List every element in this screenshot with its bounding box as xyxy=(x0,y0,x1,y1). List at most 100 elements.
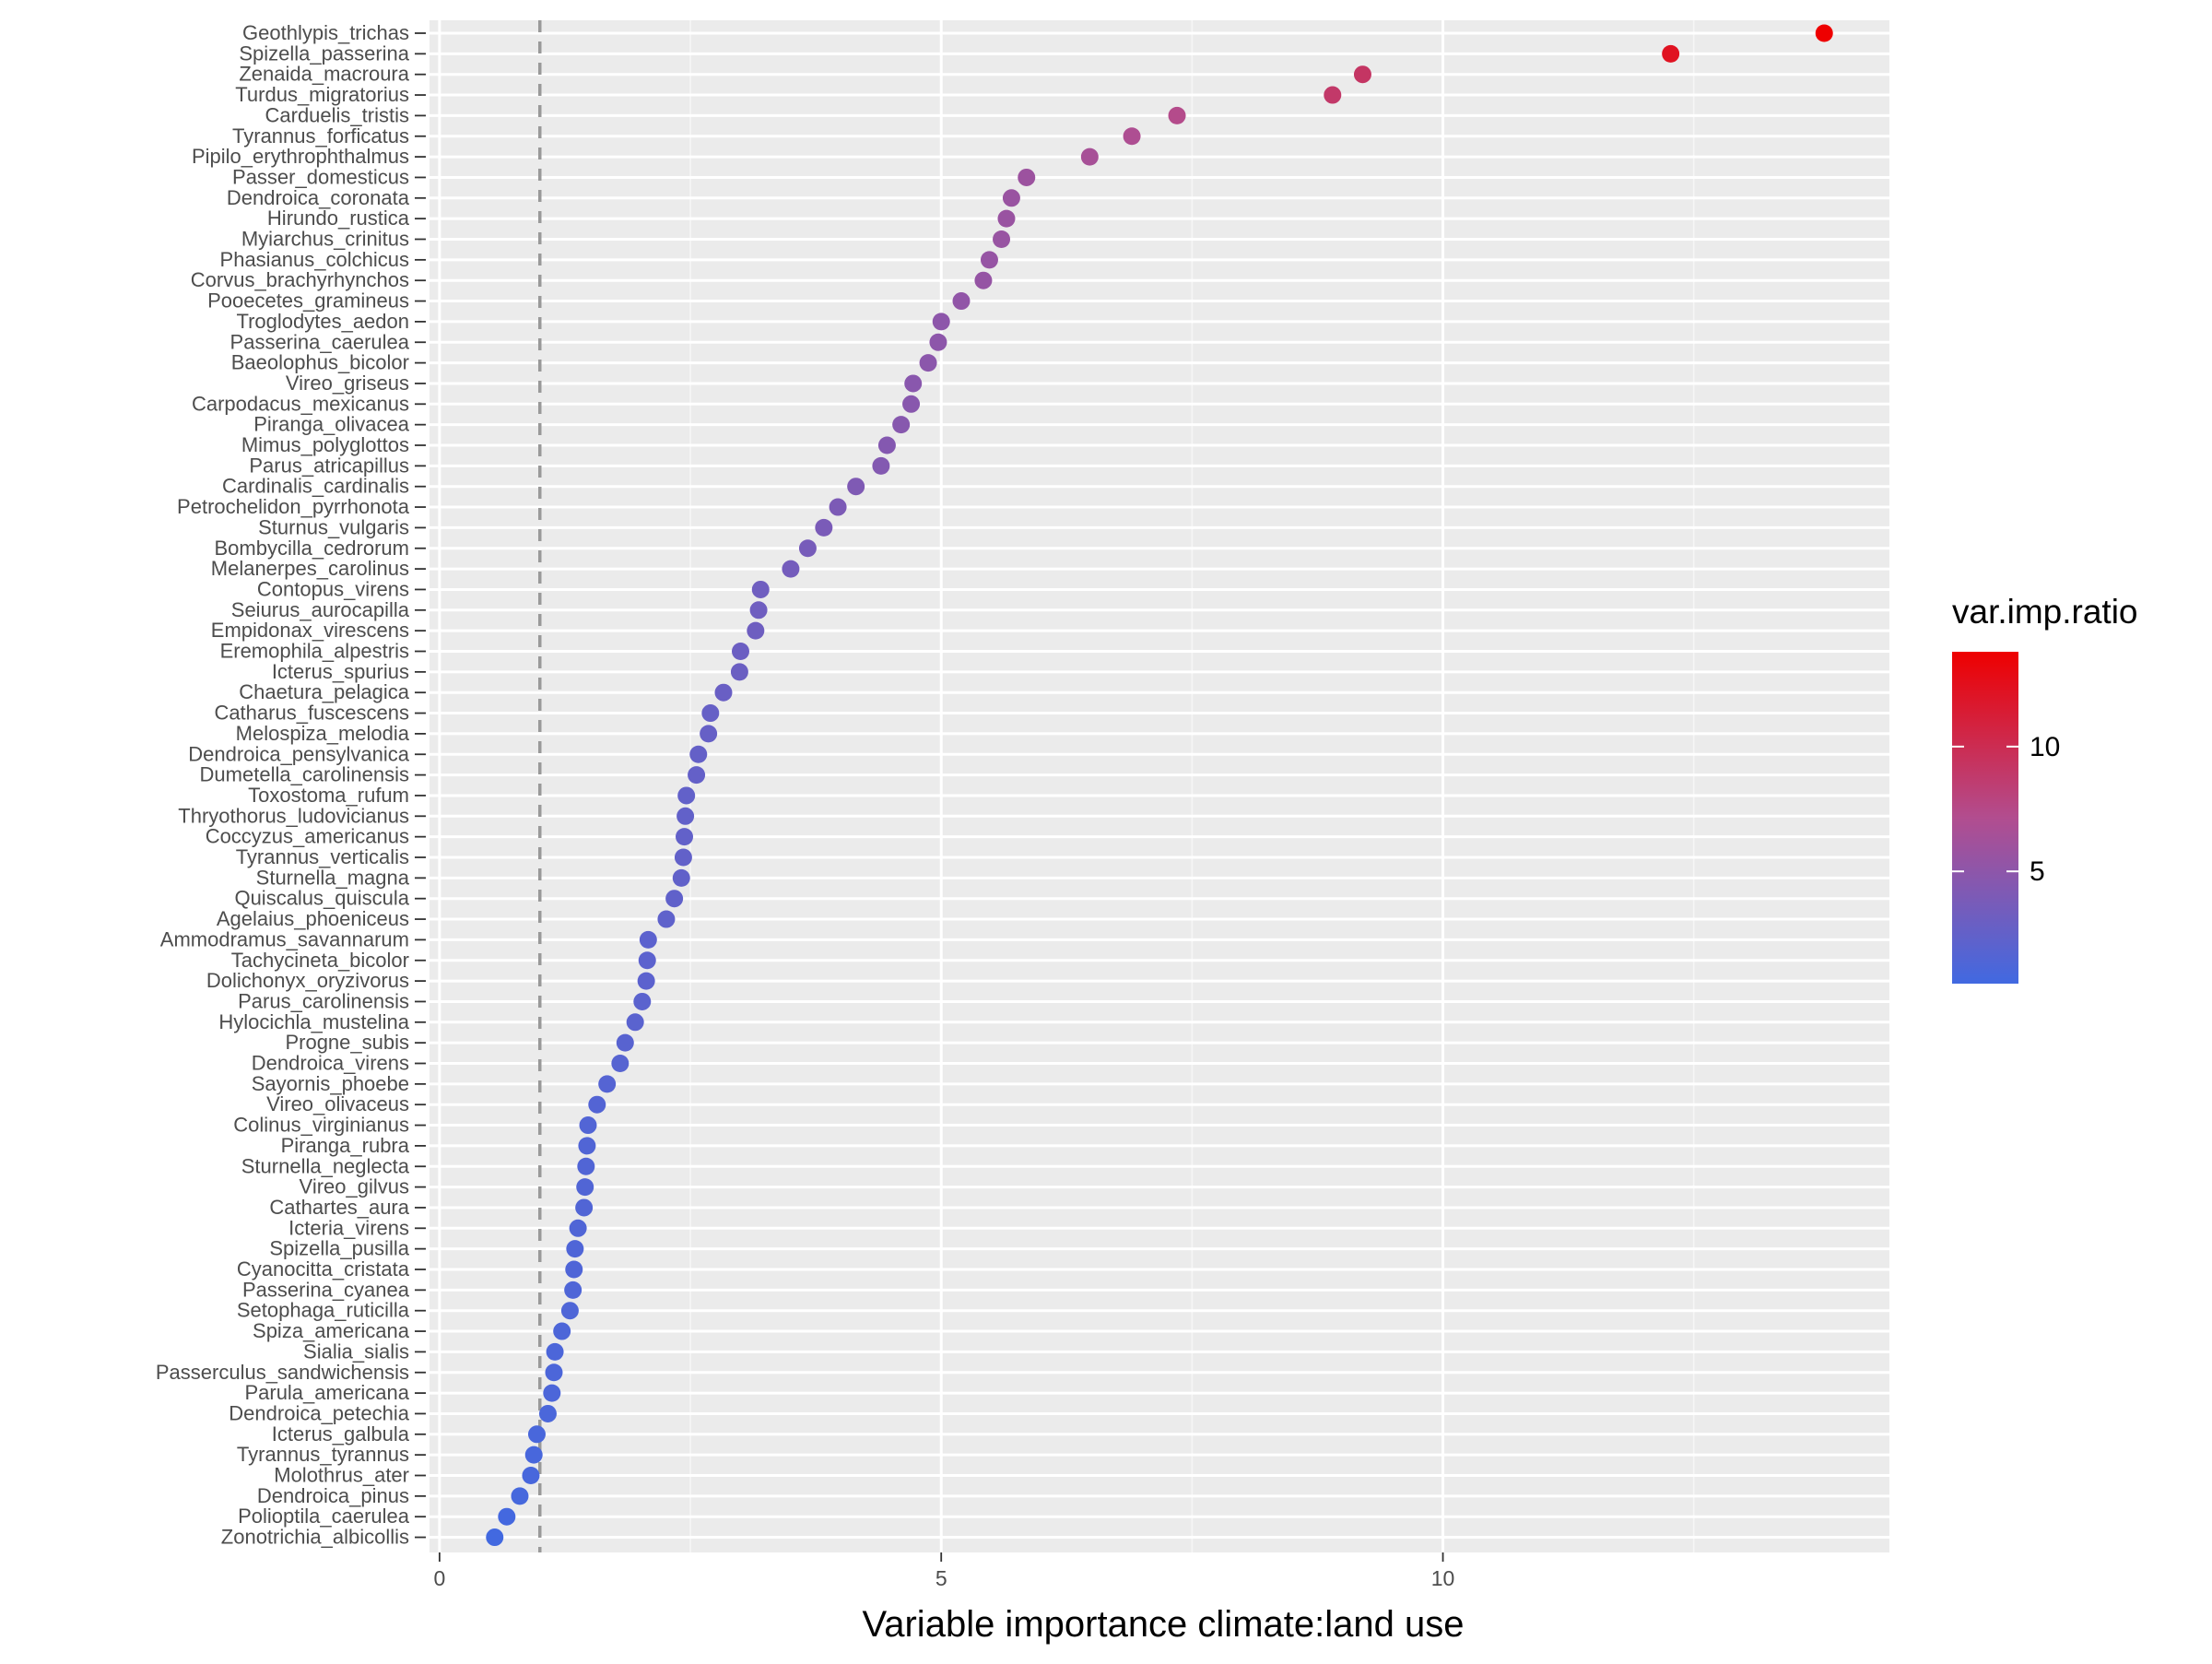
species-label: Carpodacus_mexicanus xyxy=(192,392,409,415)
data-point xyxy=(700,725,718,743)
data-point xyxy=(638,951,656,970)
species-label: Passerina_caerulea xyxy=(230,330,410,353)
species-label: Zonotrichia_albicollis xyxy=(221,1526,409,1549)
species-label: Corvus_brachyrhynchos xyxy=(191,268,409,291)
data-point xyxy=(566,1240,584,1258)
data-point xyxy=(701,704,720,723)
data-point xyxy=(749,601,768,620)
data-point xyxy=(747,621,765,640)
species-label: Catharus_fuscescens xyxy=(214,702,409,725)
species-label: Melanerpes_carolinus xyxy=(211,557,409,580)
species-label: Cardinalis_cardinalis xyxy=(222,475,409,498)
x-axis-title: Variable importance climate:land use xyxy=(863,1604,1465,1645)
species-label: Turdus_migratorius xyxy=(235,83,409,106)
species-label: Parula_americana xyxy=(244,1381,409,1404)
data-point xyxy=(731,643,749,660)
data-point xyxy=(892,416,911,434)
species-labels: Geothlypis_trichasSpizella_passerinaZena… xyxy=(156,21,426,1549)
data-point xyxy=(553,1322,571,1340)
data-point xyxy=(637,972,655,990)
data-point xyxy=(575,1198,594,1217)
species-label: Vireo_gilvus xyxy=(300,1175,409,1198)
data-point xyxy=(577,1157,595,1175)
data-point xyxy=(527,1425,546,1444)
data-point xyxy=(932,313,950,331)
data-point xyxy=(829,498,847,516)
data-point xyxy=(798,539,817,558)
data-point xyxy=(498,1507,516,1526)
data-point xyxy=(815,518,833,537)
species-label: Melospiza_melodia xyxy=(236,722,410,745)
species-label: Polioptila_caerulea xyxy=(238,1505,410,1528)
species-label: Cathartes_aura xyxy=(269,1196,409,1219)
data-point xyxy=(751,580,770,598)
data-point xyxy=(674,848,692,867)
data-point xyxy=(997,209,1016,228)
species-label: Thryothorus_ludovicianus xyxy=(178,804,409,827)
data-point xyxy=(522,1467,540,1484)
species-label: Dolichonyx_oryzivorus xyxy=(206,969,409,992)
legend-colorbar xyxy=(1952,652,2018,984)
data-point xyxy=(688,766,706,785)
x-gridlines xyxy=(438,20,1695,1552)
legend-title: var.imp.ratio xyxy=(1952,593,2138,631)
data-point xyxy=(929,333,947,351)
data-point xyxy=(676,828,694,846)
legend-tick-label: 10 xyxy=(2030,732,2060,762)
species-label: Tyrannus_tyrannus xyxy=(237,1443,409,1466)
data-point xyxy=(579,1116,597,1135)
points-layer xyxy=(486,24,1833,1547)
data-point xyxy=(524,1446,543,1464)
data-point xyxy=(904,374,923,393)
data-point xyxy=(689,745,708,763)
species-label: Tyrannus_verticalis xyxy=(236,845,409,868)
species-label: Pipilo_erythrophthalmus xyxy=(192,145,409,168)
plot-panel xyxy=(429,20,1889,1552)
species-label: Icteria_virens xyxy=(288,1216,409,1239)
species-label: Passer_domesticus xyxy=(232,165,409,188)
data-point xyxy=(511,1487,529,1505)
x-axis: 0 5 10 xyxy=(433,1552,1454,1590)
data-point xyxy=(952,292,971,311)
data-point xyxy=(546,1342,564,1361)
data-point xyxy=(1002,189,1020,207)
data-point xyxy=(565,1260,583,1279)
species-label: Spiza_americana xyxy=(253,1319,410,1342)
data-point xyxy=(626,1013,644,1032)
species-label: Colinus_virginianus xyxy=(233,1114,409,1137)
data-point xyxy=(730,663,748,681)
species-label: Piranga_rubra xyxy=(281,1134,410,1157)
data-point xyxy=(588,1095,606,1114)
species-label: Toxostoma_rufum xyxy=(248,784,409,807)
species-label: Tachycineta_bicolor xyxy=(231,949,409,972)
species-label: Sayornis_phoebe xyxy=(252,1072,409,1095)
data-point xyxy=(564,1280,582,1299)
species-label: Baeolophus_bicolor xyxy=(231,351,409,374)
data-point xyxy=(1353,65,1371,84)
data-point xyxy=(1815,24,1833,42)
species-label: Agelaius_phoeniceus xyxy=(217,907,409,930)
species-label: Contopus_virens xyxy=(257,577,409,600)
species-label: Sturnella_magna xyxy=(256,866,410,889)
x-tick-label: 10 xyxy=(1431,1566,1455,1590)
x-tick-label: 5 xyxy=(935,1566,947,1590)
species-label: Hylocichla_mustelina xyxy=(218,1010,409,1033)
data-point xyxy=(902,395,921,413)
data-point xyxy=(1324,86,1342,104)
legend-ticks: 5 10 xyxy=(1952,732,2060,887)
data-point xyxy=(1168,106,1186,124)
species-label: Quiscalus_quiscula xyxy=(234,887,409,910)
data-point xyxy=(639,930,657,949)
data-point xyxy=(714,683,733,702)
data-point xyxy=(578,1137,596,1155)
data-point xyxy=(919,354,937,372)
species-label: Chaetura_pelagica xyxy=(239,680,409,703)
data-point xyxy=(993,230,1011,248)
data-point xyxy=(543,1384,561,1402)
species-label: Vireo_griseus xyxy=(286,372,409,395)
data-point xyxy=(611,1055,629,1072)
data-point xyxy=(782,560,800,578)
data-point xyxy=(538,1404,557,1422)
species-label: Sialia_sialis xyxy=(303,1339,409,1363)
species-label: Parus_atricapillus xyxy=(249,454,409,477)
